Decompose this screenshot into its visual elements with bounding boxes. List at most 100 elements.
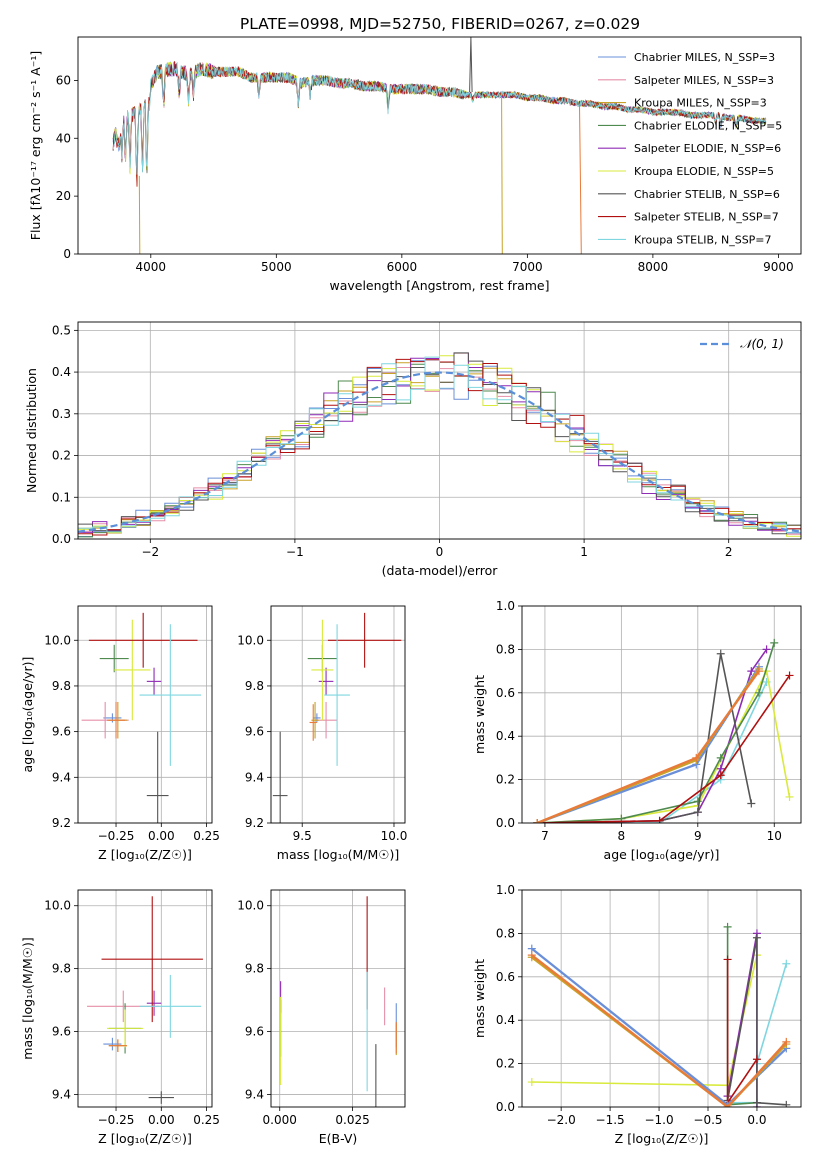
y-tick-label: 1.0 bbox=[496, 883, 515, 897]
legend-label-normal: 𝒩(0, 1) bbox=[740, 337, 784, 351]
errorbar-salpeter-stelib bbox=[88, 612, 198, 668]
weight-point-chabrier-elodie bbox=[693, 797, 702, 806]
weight-point-salpeter-stelib bbox=[752, 1055, 761, 1064]
y-axis-label: mass weight bbox=[472, 675, 487, 754]
y-tick-label: 9.6 bbox=[52, 1025, 71, 1039]
weight-point-salpeter-miles bbox=[782, 1037, 791, 1046]
mass-vs-metallicity-panel: −0.25 0.00 0.25 9.4 9.6 9.8 10.0 Z [log₁₀(Z/Z☉)… bbox=[20, 889, 220, 1146]
spectrum-legend: Chabrier MILES, N_SSP=3 Salpeter MILES, N… bbox=[598, 51, 782, 246]
x-axis-label: age [log₁₀(age/yr)] bbox=[604, 847, 720, 862]
legend-label-salpeter-elodie: Salpeter ELODIE, N_SSP=6 bbox=[634, 142, 781, 155]
x-tick-label: 10 bbox=[767, 829, 782, 843]
y-tick-label: 9.6 bbox=[245, 725, 264, 739]
y-tick-label: 0.0 bbox=[52, 532, 71, 546]
weight-point-salpeter-miles bbox=[533, 819, 542, 823]
weight-point-salpeter-stelib bbox=[723, 955, 732, 964]
y-tick-label: 0.3 bbox=[52, 407, 71, 421]
y-tick-label: 40 bbox=[56, 131, 71, 145]
x-tick-label: 7 bbox=[541, 829, 549, 843]
y-tick-label: 0 bbox=[63, 247, 71, 261]
y-tick-label: 9.6 bbox=[52, 725, 71, 739]
y-tick-label: 9.4 bbox=[52, 770, 71, 784]
weight-point-chabrier-stelib bbox=[752, 933, 761, 942]
spectrum-spike-3 bbox=[469, 37, 473, 93]
weight-point-salpeter-miles bbox=[723, 1103, 732, 1107]
x-tick-label: 8000 bbox=[638, 260, 669, 274]
x-axis-label: Z [log₁₀(Z/Z☉)] bbox=[615, 1131, 709, 1146]
ticks: 9.5 10.0 9.2 9.4 9.6 9.8 10.0 bbox=[237, 633, 407, 843]
figure-title: PLATE=0998, MJD=52750, FIBERID=0267, z=0… bbox=[240, 15, 640, 33]
weight-point-chabrier-elodie bbox=[716, 753, 725, 762]
histogram-kroupa-elodie bbox=[78, 355, 801, 537]
residuals-legend: 𝒩(0, 1) bbox=[700, 337, 784, 351]
weight-point-chabrier-stelib bbox=[747, 799, 756, 808]
y-tick-label: 9.2 bbox=[52, 816, 71, 830]
y-axis-label: mass weight bbox=[472, 959, 487, 1038]
weight-line-chabrier-stelib bbox=[726, 937, 787, 1106]
mass-weight-vs-metallicity-panel: −2.0 −1.5 −1.0 −0.5 0.0 0.0 0.2 0.4 0.6 0.8 1.0 Z [… bbox=[472, 883, 802, 1146]
ticks: −0.25 0.00 0.25 9.4 9.6 9.8 10.0 bbox=[44, 899, 220, 1127]
ticks: 7 8 9 10 0.0 0.2 0.4 0.6 0.8 1.0 bbox=[496, 599, 782, 843]
grid bbox=[271, 890, 405, 1107]
y-tick-label: 0.8 bbox=[496, 642, 515, 656]
y-tick-label: 10.0 bbox=[237, 899, 264, 913]
x-tick-label: 0.00 bbox=[148, 1113, 175, 1127]
weight-point-chabrier-stelib bbox=[782, 1100, 791, 1107]
y-tick-label: 0.8 bbox=[496, 926, 515, 940]
marks bbox=[533, 638, 794, 823]
marks bbox=[280, 896, 397, 1107]
legend-label-kroupa-stelib: Kroupa STELIB, N_SSP=7 bbox=[634, 233, 772, 246]
age-vs-mass-panel: 9.5 10.0 9.2 9.4 9.6 9.8 10.0 mass [log₁₀(M/M☉)… bbox=[237, 605, 407, 862]
x-tick-label: 5000 bbox=[261, 260, 292, 274]
axes-frame bbox=[77, 605, 213, 824]
errorbar-chabrier-miles bbox=[103, 1037, 122, 1051]
weight-point-chabrier-stelib bbox=[693, 808, 702, 817]
x-tick-label: 2 bbox=[725, 545, 733, 559]
weight-point-salpeter-miles bbox=[754, 667, 763, 676]
errorbar-kroupa-stelib bbox=[139, 624, 202, 766]
axes-frame bbox=[270, 605, 406, 824]
spectrum-spike-1 bbox=[501, 97, 503, 254]
y-axis-label: Flux [fλ10⁻¹⁷ erg cm⁻² s⁻¹ A⁻¹] bbox=[28, 51, 43, 240]
plot-area bbox=[271, 606, 405, 823]
y-tick-label: 9.6 bbox=[245, 1025, 264, 1039]
x-axis-label: wavelength [Angstrom, rest frame] bbox=[329, 278, 549, 293]
weight-point-chabrier-elodie bbox=[754, 688, 763, 697]
x-tick-label: −1.0 bbox=[644, 1113, 673, 1127]
residuals-panel: −2 −1 0 1 2 0.0 0.1 0.2 0.3 0.4 0.5 (data-model)/er… bbox=[24, 321, 802, 578]
x-tick-label: −2.0 bbox=[547, 1113, 576, 1127]
legend-label-chabrier-miles: Chabrier MILES, N_SSP=3 bbox=[634, 51, 775, 64]
errorbar-chabrier-miles bbox=[103, 713, 122, 723]
errorbar-chabrier-stelib bbox=[272, 731, 288, 823]
weight-line-kroupa-stelib bbox=[537, 681, 768, 823]
errorbar-salpeter-elodie bbox=[318, 667, 334, 696]
y-tick-label: 9.2 bbox=[245, 816, 264, 830]
errorbar-kroupa-stelib bbox=[324, 624, 350, 766]
marks bbox=[272, 612, 402, 823]
weight-point-salpeter-stelib bbox=[655, 816, 664, 823]
marks bbox=[112, 37, 767, 254]
axes-frame bbox=[77, 321, 802, 540]
plot-area bbox=[78, 606, 212, 823]
errorbar-salpeter-elodie bbox=[146, 990, 162, 1016]
marks bbox=[78, 352, 801, 538]
grid bbox=[78, 890, 212, 1107]
errorbar-chabrier-elodie bbox=[99, 644, 129, 673]
x-tick-label: 9 bbox=[694, 829, 702, 843]
spectrum-spike-2 bbox=[579, 103, 582, 254]
errorbar-chabrier-stelib bbox=[146, 731, 169, 823]
x-tick-label: 9000 bbox=[763, 260, 794, 274]
spectrum-line-kroupa-stelib bbox=[112, 61, 767, 175]
plot-area bbox=[271, 890, 405, 1107]
weight-point-chabrier-stelib bbox=[716, 649, 725, 658]
y-tick-label: 0.0 bbox=[496, 1100, 515, 1114]
legend-label-chabrier-stelib: Chabrier STELIB, N_SSP=6 bbox=[634, 188, 780, 201]
y-tick-label: 20 bbox=[56, 189, 71, 203]
errorbar-salpeter-stelib bbox=[327, 612, 402, 668]
normal-distribution-curve bbox=[78, 371, 801, 533]
x-tick-label: 0.0 bbox=[747, 1113, 766, 1127]
weight-point-kroupa-elodie bbox=[785, 792, 794, 801]
weight-point-chabrier-stelib bbox=[752, 1098, 761, 1107]
y-tick-label: 9.8 bbox=[52, 679, 71, 693]
ticks: −2.0 −1.5 −1.0 −0.5 0.0 0.0 0.2 0.4 0.6 0.8 1.0 bbox=[496, 883, 767, 1127]
